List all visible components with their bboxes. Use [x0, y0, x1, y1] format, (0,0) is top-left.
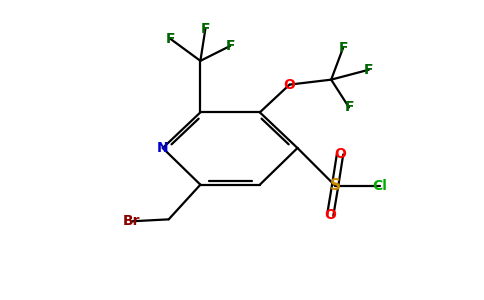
Text: F: F: [344, 100, 354, 114]
Text: Br: Br: [122, 214, 140, 228]
Text: F: F: [338, 41, 348, 55]
Text: N: N: [157, 141, 168, 155]
Text: O: O: [324, 208, 336, 222]
Text: F: F: [166, 32, 175, 46]
Text: S: S: [330, 178, 341, 193]
Text: F: F: [200, 22, 210, 36]
Text: F: F: [226, 39, 235, 53]
Text: O: O: [334, 147, 346, 161]
Text: F: F: [364, 63, 374, 77]
Text: Cl: Cl: [372, 179, 387, 193]
Text: O: O: [284, 78, 296, 92]
